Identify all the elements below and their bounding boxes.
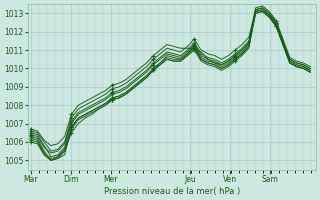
- X-axis label: Pression niveau de la mer( hPa ): Pression niveau de la mer( hPa ): [104, 187, 240, 196]
